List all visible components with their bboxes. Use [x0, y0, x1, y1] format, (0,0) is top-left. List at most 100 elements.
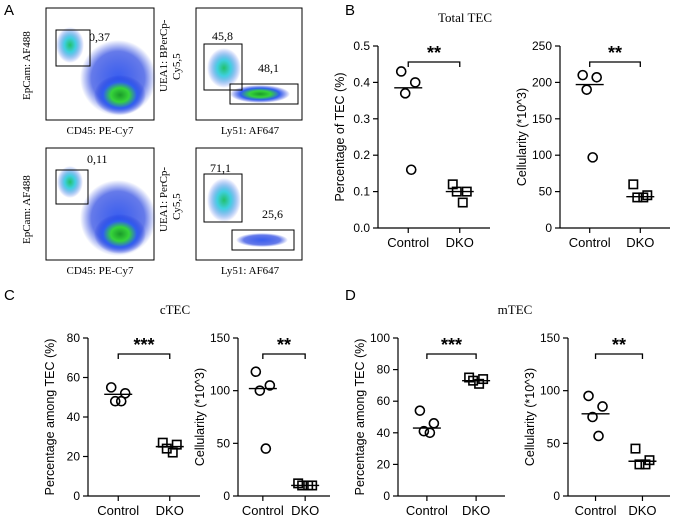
data-point-control	[395, 66, 407, 77]
data-point-dko	[640, 459, 651, 470]
flow-x-axis-label: CD45: PE-Cy7	[67, 265, 134, 277]
data-point-control	[105, 382, 117, 393]
x-tick-label: DKO	[626, 235, 654, 250]
x-tick-label: Control	[97, 503, 139, 518]
flow-x-axis-label: CD45: PE-Cy7	[67, 125, 134, 137]
chart-mtec-cellularity: 0 50 100 150 Control DKO Cellularity (*10^3) **	[523, 331, 670, 518]
y-axis-title: Percentage among TEC (%)	[43, 339, 57, 496]
y-axis-title: Percentage of TEC (%)	[333, 73, 347, 202]
significance-label: ***	[441, 335, 462, 355]
flow-y-axis-label-1: UEA1: BPerCp-	[158, 19, 170, 92]
flow-y-axis-label-2: Cy5,5	[171, 53, 183, 80]
flow-plot-epcam-bottom: 0,11 EpCam: AF488 CD45: PE-Cy7	[21, 147, 156, 277]
x-tick-label: Control	[242, 503, 284, 518]
data-point-dko	[474, 378, 485, 389]
data-point-dko	[630, 443, 641, 454]
significance-label: **	[612, 335, 626, 355]
data-point-control	[264, 380, 276, 391]
y-axis-title: Percentage among TEC (%)	[353, 339, 367, 496]
flow-cloud-epcam	[57, 166, 83, 198]
section-title-total: Total TEC	[438, 10, 492, 25]
chart-mtec-percentage: 0 20 40 60 80 100 Control DKO Percentage among T…	[353, 331, 505, 518]
significance-label: ***	[133, 335, 154, 355]
y-tick-label: 0	[383, 489, 390, 503]
flow-cloud-uea1	[207, 48, 241, 88]
chart-total-tec-cellularity: 0 50 100 150 200 250 Control DKO Cellularity (*1…	[515, 39, 670, 250]
y-tick-label: 60	[67, 371, 81, 385]
data-point-control	[250, 366, 262, 378]
y-tick-label: 150	[210, 331, 230, 345]
x-tick-label: Control	[406, 503, 448, 518]
data-point-control	[109, 395, 121, 407]
flow-gate-uea1	[203, 173, 243, 223]
x-tick-label: DKO	[156, 503, 184, 518]
x-tick-label: Control	[569, 235, 611, 250]
panel-letter-c: C	[4, 287, 15, 304]
flow-cloud-uea1	[207, 178, 241, 222]
y-axis-title: Cellularity (*10^3)	[193, 368, 207, 466]
flow-x-axis-label: Ly51: AF647	[221, 125, 280, 137]
flow-gate	[55, 29, 91, 67]
flow-y-axis-label: EpCam: AF488	[21, 175, 33, 244]
significance-bracket	[594, 353, 644, 359]
data-point-dko	[634, 459, 645, 470]
flow-gate-label-ly51: 25,6	[262, 207, 283, 221]
y-tick-label: 80	[377, 363, 391, 377]
significance-label: **	[277, 335, 291, 355]
y-tick-label: 0	[545, 221, 552, 235]
significance-bracket	[117, 353, 171, 359]
flow-hotspot	[94, 214, 146, 254]
flow-cloud-ly51	[230, 85, 290, 103]
y-tick-label: 80	[67, 331, 81, 345]
x-tick-label: DKO	[628, 503, 656, 518]
data-point-control	[254, 385, 266, 396]
flow-gate-label-uea1: 71,1	[210, 161, 231, 175]
data-point-control	[583, 390, 594, 402]
y-tick-label: 0	[553, 489, 560, 503]
y-tick-label: 20	[377, 457, 391, 471]
y-tick-label: 0.5	[353, 39, 370, 53]
y-tick-label: 50	[547, 436, 561, 450]
data-point-control	[587, 411, 598, 423]
y-tick-label: 100	[210, 384, 230, 398]
significance-bracket	[589, 61, 641, 67]
y-tick-label: 100	[370, 331, 390, 345]
section-title-ctec: cTEC	[160, 302, 190, 317]
data-point-control	[418, 425, 430, 437]
data-point-control	[597, 401, 608, 412]
panel-letter-d: D	[345, 287, 356, 304]
x-tick-label: DKO	[291, 503, 319, 518]
y-axis-title: Cellularity (*10^3)	[515, 88, 529, 186]
y-tick-label: 20	[67, 450, 81, 464]
flow-plot-uea1-bottom: 71,1 25,6 UEA1: PerCp- Cy5,5 Ly51: AF647	[158, 147, 303, 277]
flow-gate-ly51	[231, 229, 295, 251]
significance-label: **	[608, 43, 622, 63]
y-tick-label: 50	[539, 185, 553, 199]
flow-gate	[55, 169, 89, 205]
significance-bracket	[407, 61, 461, 67]
y-tick-label: 250	[532, 39, 552, 53]
flow-plot-epcam-top: 0,37 EpCam: AF488 CD45: PE-Cy7	[21, 7, 156, 137]
data-point-dko	[167, 447, 178, 458]
significance-bracket	[262, 353, 306, 359]
y-tick-label: 0.1	[353, 185, 370, 199]
data-point-dko	[632, 192, 643, 203]
panel-letter-b: B	[345, 2, 355, 19]
flow-y-axis-label-2: Cy5,5	[171, 193, 183, 220]
y-tick-label: 0.2	[353, 148, 370, 162]
data-point-control	[399, 88, 411, 99]
flow-plot-uea1-top: 45,8 48,1 UEA1: BPerCp- Cy5,5 Ly51: AF64…	[158, 7, 303, 137]
chart-ctec-cellularity: 0 50 100 150 Control DKO Cellularity (*10^3) **	[193, 331, 330, 518]
data-point-control	[593, 430, 604, 442]
y-tick-label: 60	[377, 394, 391, 408]
x-tick-label: DKO	[446, 235, 474, 250]
data-point-dko	[638, 192, 649, 203]
data-point-control	[414, 405, 426, 416]
y-axis-title: Cellularity (*10^3)	[523, 368, 537, 466]
y-tick-label: 50	[217, 436, 231, 450]
data-point-control	[577, 69, 589, 81]
flow-gate-ly51	[229, 83, 299, 105]
data-point-control	[428, 418, 440, 429]
chart-total-tec-percentage: 0.0 0.1 0.2 0.3 0.4 0.5 Control DKO Percentage o…	[333, 39, 490, 250]
